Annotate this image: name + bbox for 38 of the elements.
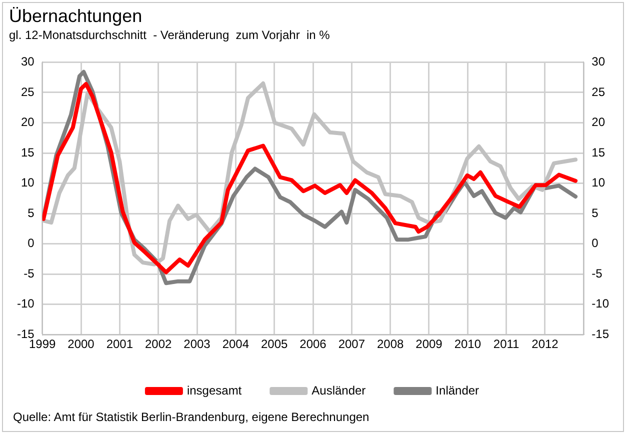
legend-label: insgesamt [186, 383, 242, 398]
y2-tick-label: 0 [592, 236, 599, 250]
y2-tick-label: -15 [592, 326, 610, 341]
y-tick-label: 25 [20, 84, 35, 99]
x-tick-label: 2000 [68, 337, 95, 352]
y-tick-label: 5 [28, 206, 35, 220]
y2-tick-label: -10 [592, 296, 610, 311]
x-tick-label: 2008 [376, 337, 404, 352]
x-tick-label: 2007 [338, 337, 366, 352]
legend-label: Ausländer [312, 383, 366, 398]
chart-subtitle: gl. 12-Monatsdurchschnitt - Veränderung zum Vorjahr in % [9, 28, 330, 42]
chart-title: Übernachtungen [9, 6, 142, 27]
y-tick-label: 20 [20, 115, 35, 130]
x-tick-label: 2002 [144, 337, 172, 352]
y2-tick-label: 25 [592, 84, 606, 99]
y-tick-label: 10 [20, 176, 35, 190]
y-tick-label: 15 [20, 145, 35, 160]
x-tick-label: 2006 [300, 337, 327, 352]
y2-tick-label: 30 [592, 54, 606, 69]
y-tick-label: 30 [20, 54, 35, 69]
x-tick-label: 2010 [454, 337, 482, 352]
source-note: Quelle: Amt für Statistik Berlin-Brandenburg, eigene Berechnungen [13, 410, 370, 424]
y-tick-label: -10 [17, 296, 35, 311]
y2-tick-label: -5 [592, 266, 603, 280]
x-tick-label: 2003 [184, 337, 211, 352]
y2-tick-label: 10 [592, 176, 606, 190]
y-tick-label: 0 [28, 236, 35, 250]
y2-tick-label: 20 [592, 115, 606, 130]
x-tick-label: 2011 [493, 337, 520, 352]
x-tick-label: 2005 [260, 337, 288, 352]
x-tick-label: 2001 [106, 337, 134, 352]
x-tick-label: 2004 [222, 337, 250, 352]
x-tick-label: 2009 [416, 337, 443, 352]
y2-tick-label: 15 [592, 145, 606, 160]
legend-label: Inländer [436, 383, 480, 398]
x-tick-label: 2012 [532, 337, 559, 352]
y-tick-label: -5 [24, 266, 35, 280]
y2-tick-label: 5 [592, 206, 599, 220]
